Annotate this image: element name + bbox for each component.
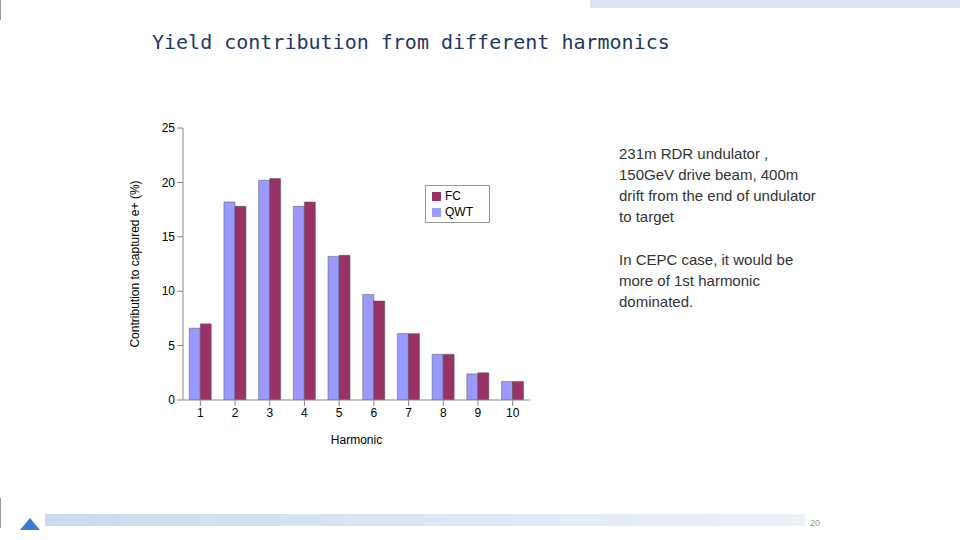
svg-text:20: 20 xyxy=(162,176,176,190)
svg-text:8: 8 xyxy=(440,406,447,420)
svg-text:6: 6 xyxy=(371,406,378,420)
svg-text:25: 25 xyxy=(162,121,176,135)
svg-text:10: 10 xyxy=(506,406,520,420)
html-text:Yield contribution from differ: Yield contribution from different harmon… xyxy=(152,30,670,54)
svg-text:5: 5 xyxy=(168,339,175,353)
html-text:231m RDR undulator , 150GeV dr: 231m RDR undulator , 150GeV drive beam, … xyxy=(619,145,816,225)
html-text:FC: FC xyxy=(445,189,461,203)
svg-text:3: 3 xyxy=(266,406,273,420)
svg-text:5: 5 xyxy=(336,406,343,420)
html-text:QWT: QWT xyxy=(445,205,473,219)
svg-text:2: 2 xyxy=(232,406,239,420)
svg-text:10: 10 xyxy=(162,284,176,298)
svg-text:1: 1 xyxy=(197,406,204,420)
svg-text:Harmonic: Harmonic xyxy=(331,433,382,447)
svg-text:9: 9 xyxy=(475,406,482,420)
html-text:In CEPC case, it would be more: In CEPC case, it would be more of 1st ha… xyxy=(619,251,794,310)
svg-text:4: 4 xyxy=(301,406,308,420)
html-text:20: 20 xyxy=(810,518,820,528)
svg-text:15: 15 xyxy=(162,230,176,244)
svg-text:0: 0 xyxy=(168,393,175,407)
svg-text:Contribution to captured e+ (%: Contribution to captured e+ (%) xyxy=(130,180,142,347)
svg-text:7: 7 xyxy=(405,406,412,420)
